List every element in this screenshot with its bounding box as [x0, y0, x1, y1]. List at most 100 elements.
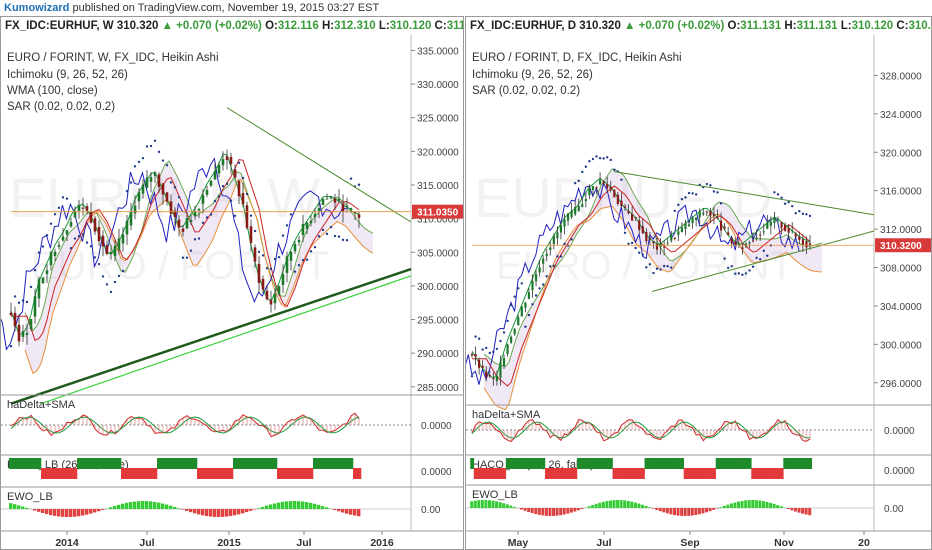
haco-bar [73, 468, 78, 479]
ewo-bar [65, 509, 69, 517]
candle-body [89, 212, 93, 223]
sar-dot [249, 214, 253, 217]
ewo-bar [121, 503, 125, 509]
candle-body [177, 219, 181, 228]
haco-bar [797, 458, 802, 469]
candle-body [623, 206, 627, 208]
ewo-bar [13, 504, 17, 509]
sar-dot [794, 212, 797, 215]
ewo-bar [761, 501, 765, 508]
candle-body [727, 232, 730, 235]
price-tag-bg [412, 204, 463, 219]
sar-dot [85, 241, 89, 244]
sar-dot [552, 264, 556, 268]
candle-body [77, 204, 81, 211]
sar-dot [329, 225, 333, 229]
candle-body [598, 180, 602, 185]
indicator-label: SAR (0.02, 0.02, 0.2) [7, 101, 115, 113]
ewo-bar [273, 503, 277, 509]
weekly-chart-panel[interactable]: FX_IDC:EURHUF, W 310.320 ▲ +0.070 (+0.02… [0, 16, 464, 550]
ewo-bar [512, 506, 516, 508]
sar-dot [337, 235, 341, 238]
candle-body [478, 359, 481, 368]
ewo-bar [786, 508, 790, 510]
ewo-bar [573, 508, 577, 512]
candle-body [97, 226, 101, 242]
weekly-chart-svg[interactable]: EURHUF, W EURO / FORINT 335.0000 330.0000 32… [1, 17, 464, 550]
haco-bar [325, 458, 330, 469]
sar-dot [751, 265, 755, 268]
sar-dot [588, 160, 591, 163]
ewo-bar [747, 500, 751, 508]
sar-dot [506, 319, 509, 323]
haco-bar [729, 458, 734, 469]
sar-dot [53, 213, 57, 216]
haco-bar [145, 468, 150, 479]
open-value: 311.131 [740, 20, 782, 32]
haco-bar [477, 468, 482, 479]
ewo-bar [708, 508, 712, 512]
sar-dot [495, 347, 499, 351]
ewo-bar [41, 509, 45, 514]
ewo-bar [484, 500, 488, 508]
haco-bar [141, 468, 146, 479]
haco-bar [744, 458, 749, 469]
candle-body [329, 197, 333, 199]
candle-body [149, 177, 153, 182]
candle-body [157, 174, 161, 187]
sar-dot [534, 294, 538, 297]
haco-bar [97, 458, 102, 469]
ewo-bar [325, 507, 329, 509]
indicator-label: WMA (100, close) [7, 85, 98, 97]
ewo-bar [619, 500, 623, 508]
sar-dot [261, 254, 265, 257]
daily-chart-panel[interactable]: FX_IDC:EURHUF, D 310.320 ▲ +0.070 (+0.02… [465, 16, 932, 550]
candle-body [17, 324, 21, 342]
ewo-bar [169, 505, 173, 509]
haco-bar [690, 468, 695, 479]
ewo-bar [309, 502, 313, 509]
haco-bar [484, 468, 489, 479]
ewo-bar [117, 504, 121, 509]
pane-label: EWO_LB [7, 491, 53, 503]
candle-body [602, 181, 605, 184]
candle-body [205, 189, 209, 195]
sar-dot [606, 156, 609, 159]
candle-body [687, 224, 691, 227]
candle-body [769, 221, 772, 226]
haco-bar [697, 468, 702, 479]
sar-dot [161, 159, 165, 162]
time-tick-label: Jul [296, 537, 311, 549]
ewo-bar [740, 500, 744, 508]
haco-bar [808, 458, 813, 469]
haco-bar [221, 468, 226, 479]
author-link[interactable]: Kumowizard [4, 2, 70, 14]
haco-bar [658, 458, 663, 469]
candle-body [502, 357, 506, 366]
haco-bar [616, 468, 620, 479]
ewo-bar [687, 508, 691, 516]
candle-body [648, 237, 651, 240]
haco-bar [676, 458, 681, 469]
ewo-bar [25, 507, 29, 509]
haco-bar [470, 458, 475, 469]
ewo-bar [776, 505, 780, 508]
candle-body [684, 223, 687, 230]
ewo-bar [245, 509, 249, 513]
haco-bar [273, 458, 278, 469]
candle-body [277, 286, 281, 295]
candle-body [73, 210, 77, 218]
ewo-bar [737, 501, 741, 508]
candle-body [161, 183, 165, 195]
haco-bar [161, 458, 166, 469]
sar-dot [798, 210, 801, 213]
sar-dot [791, 204, 794, 208]
sar-dot [89, 245, 93, 248]
ewo-bar [317, 504, 321, 509]
chikou-span [466, 182, 800, 385]
trendline [226, 107, 412, 223]
haco-bar [113, 458, 118, 469]
candle-body [506, 344, 509, 355]
candle-body [762, 231, 765, 233]
